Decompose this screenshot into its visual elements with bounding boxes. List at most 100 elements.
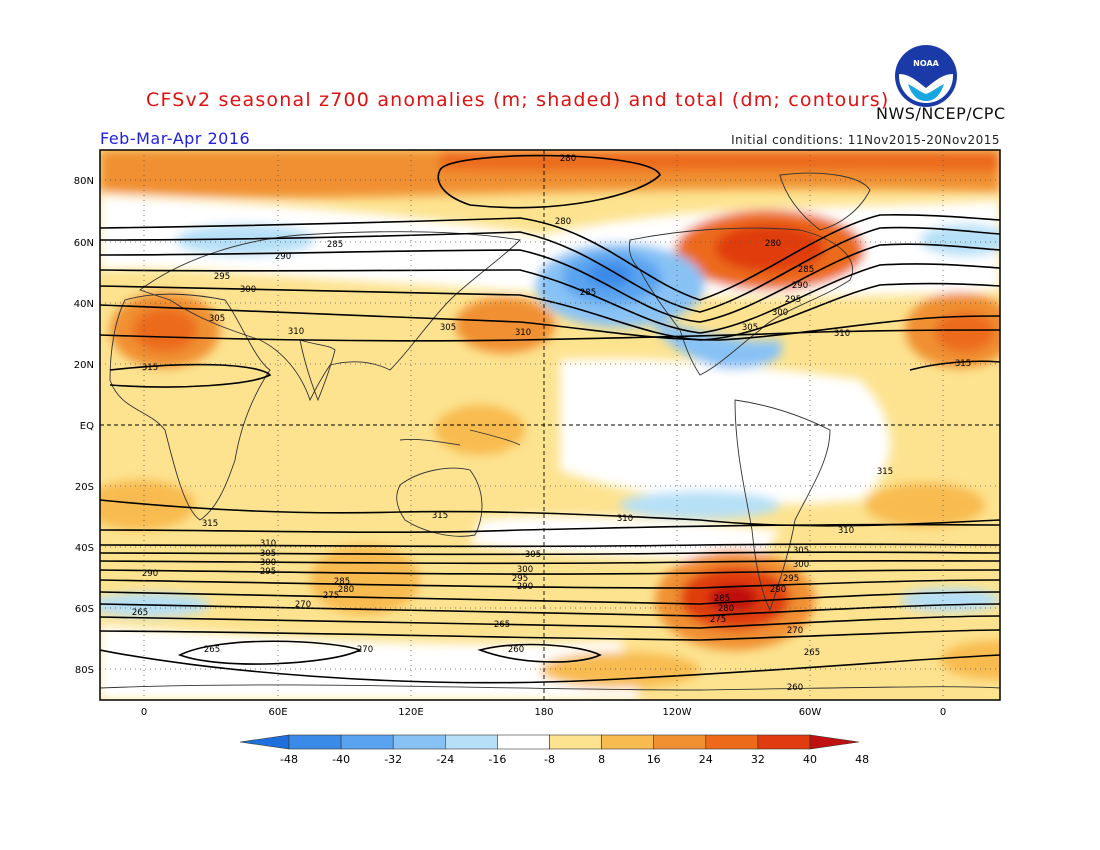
- contour-label: 305: [440, 323, 456, 333]
- chart-title: CFSv2 seasonal z700 anomalies (m; shaded…: [146, 89, 890, 111]
- colorbar-tick-label: 8: [598, 753, 605, 766]
- contour-label: 310: [834, 329, 850, 339]
- contour-label: 265: [204, 645, 220, 655]
- contour-label: 280: [718, 604, 734, 614]
- lon-label: 180: [534, 707, 553, 718]
- contour-label: 305: [793, 546, 809, 556]
- colorbar: -48 -40 -32 -24 -16 -8 8 16 24 32 40 48: [239, 734, 869, 766]
- colorbar-tick-label: 40: [803, 753, 817, 766]
- season-label: Feb-Mar-Apr 2016: [100, 129, 251, 148]
- colorbar-low-arrow: [239, 734, 290, 750]
- colorbar-tick-label: -24: [436, 753, 454, 766]
- colorbar-cell: [705, 734, 759, 750]
- contour-label: 270: [787, 626, 803, 636]
- lat-label: 80N: [74, 176, 94, 187]
- initial-conditions-label: Initial conditions: 11Nov2015-20Nov2015: [731, 133, 1000, 147]
- colorbar-cell: [497, 734, 550, 750]
- lon-label: 60E: [268, 707, 287, 718]
- contour-label: 290: [792, 281, 808, 291]
- contour-label: 290: [770, 585, 786, 595]
- contour-label: 280: [555, 217, 571, 227]
- contour-label: 260: [508, 645, 524, 655]
- colorbar-tick-label: -16: [488, 753, 506, 766]
- lat-label: 80S: [75, 665, 94, 676]
- reference-lines: [100, 150, 1000, 700]
- contour-label: 300: [517, 565, 533, 575]
- contour-label: 300: [240, 285, 256, 295]
- colorbar-cell: [757, 734, 811, 750]
- contour-label: 295: [783, 574, 799, 584]
- contour-label: 300: [260, 558, 276, 568]
- agency-label: NWS/NCEP/CPC: [876, 104, 1006, 123]
- lon-label: 0: [940, 707, 946, 718]
- contour-label: 310: [515, 328, 531, 338]
- contour-label: 295: [785, 295, 801, 305]
- colorbar-cell: [549, 734, 602, 750]
- contour-label: 295: [214, 272, 230, 282]
- lon-label: 120E: [398, 707, 423, 718]
- lon-label: 0: [141, 707, 147, 718]
- lat-label: 60N: [74, 238, 94, 249]
- contour-label: 310: [617, 514, 633, 524]
- contour-label: 310: [260, 539, 276, 549]
- latitude-axis: 80N 60N 40N 20N EQ 20S 40S 60S 80S: [74, 176, 94, 676]
- contour-label: 265: [494, 620, 510, 630]
- noaa-logo-icon: NOAA: [895, 45, 957, 107]
- contour-label: 280: [765, 239, 781, 249]
- contour-label: 270: [295, 600, 311, 610]
- colorbar-tick-label: 24: [699, 753, 713, 766]
- colorbar-tick-label: 48: [855, 753, 869, 766]
- map-frame: [99, 149, 1001, 701]
- logo-text: NOAA: [913, 59, 939, 68]
- contour-label: 310: [838, 526, 854, 536]
- lat-label: 60S: [75, 604, 94, 615]
- contour-label: 275: [323, 591, 339, 601]
- contour-label: 300: [772, 308, 788, 318]
- colorbar-tick-label: 16: [647, 753, 661, 766]
- colorbar-cell: [601, 734, 654, 750]
- contour-label: 290: [142, 569, 158, 579]
- colorbar-tick-label: -40: [332, 753, 350, 766]
- lat-label: 40N: [74, 299, 94, 310]
- contour-label: 300: [793, 560, 809, 570]
- contour-labels: 280 285 290 295 300 305 310 315 285 280 …: [132, 154, 971, 693]
- colorbar-tick-label: -32: [384, 753, 402, 766]
- contour-label: 315: [955, 359, 971, 369]
- contour-label: 285: [714, 594, 730, 604]
- contour-label: 285: [580, 288, 596, 298]
- colorbar-cell: [444, 734, 498, 750]
- height-contours: [100, 154, 1000, 684]
- gridlines: [100, 150, 1000, 700]
- contour-label: 270: [357, 645, 373, 655]
- contour-label: 290: [517, 582, 533, 592]
- lon-label: 60W: [799, 707, 822, 718]
- contour-label: 285: [334, 577, 350, 587]
- contour-label: 315: [877, 467, 893, 477]
- colorbar-cell: [392, 734, 446, 750]
- contour-label: 280: [338, 585, 354, 595]
- lon-label: 120W: [663, 707, 692, 718]
- lat-label: EQ: [80, 421, 94, 432]
- contour-label: 305: [742, 323, 758, 333]
- contour-label: 315: [432, 511, 448, 521]
- contour-label: 305: [260, 549, 276, 559]
- contour-label: 310: [288, 327, 304, 337]
- contour-label: 285: [798, 265, 814, 275]
- colorbar-high-arrow: [809, 734, 860, 750]
- contour-label: 305: [525, 550, 541, 560]
- contour-label: 305: [209, 314, 225, 324]
- contour-label: 290: [275, 252, 291, 262]
- colorbar-tick-label: -8: [544, 753, 555, 766]
- coastlines: [100, 172, 1000, 691]
- contour-label: 275: [710, 615, 726, 625]
- contour-label: 315: [142, 363, 158, 373]
- contour-label: 260: [787, 683, 803, 693]
- colorbar-cell: [288, 734, 342, 750]
- lat-label: 20S: [75, 482, 94, 493]
- contour-label: 280: [560, 154, 576, 164]
- contour-label: 285: [327, 240, 343, 250]
- longitude-axis: 0 60E 120E 180 120W 60W 0: [141, 707, 946, 718]
- contour-label: 265: [804, 648, 820, 658]
- colorbar-tick-label: 32: [751, 753, 765, 766]
